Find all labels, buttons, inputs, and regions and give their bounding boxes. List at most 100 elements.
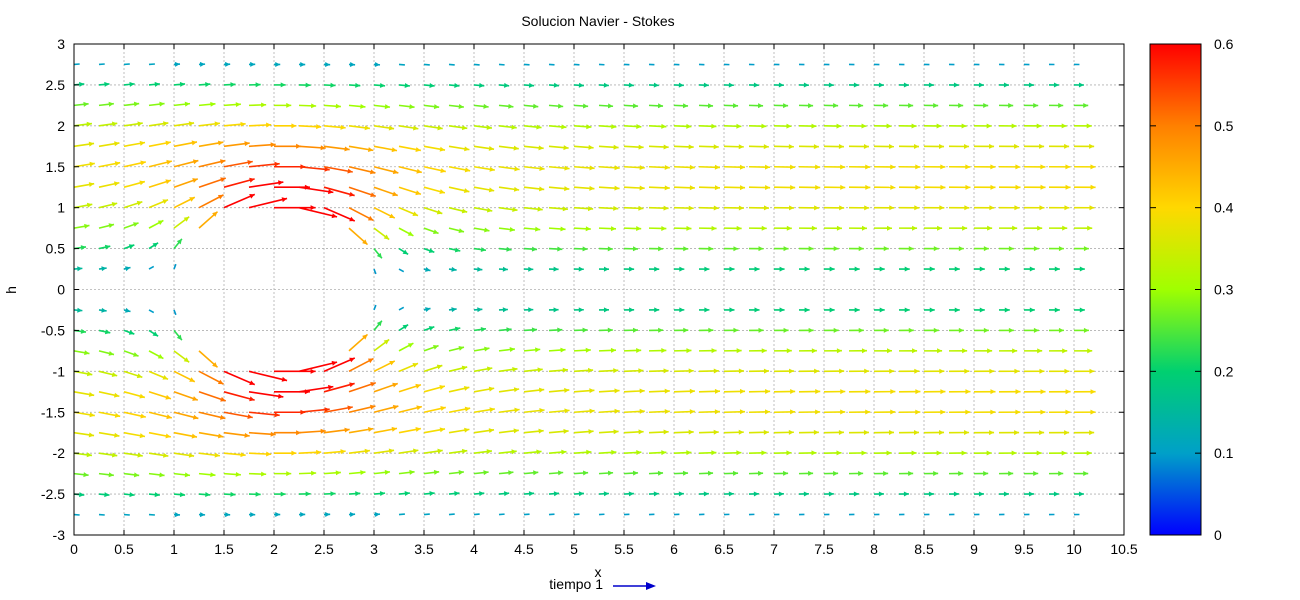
vector-arrow-head xyxy=(890,184,896,190)
vector-arrow-head xyxy=(165,179,171,185)
x-tick-label: 7 xyxy=(770,541,778,557)
vector-arrow-head xyxy=(929,307,935,313)
vector-arrow-head xyxy=(863,144,869,150)
vector-arrow-head xyxy=(1004,266,1010,272)
vector-arrow-head xyxy=(803,82,809,88)
vector-arrow-head xyxy=(653,491,659,497)
vector-arrow-head xyxy=(479,82,485,88)
vector-arrow xyxy=(298,408,330,414)
vector-arrow-head xyxy=(367,215,374,221)
vector-arrow-head xyxy=(585,226,591,232)
vector-arrow-head xyxy=(765,388,771,394)
vector-arrow-head xyxy=(811,348,817,354)
vector-arrow-head xyxy=(330,82,336,88)
vector-arrow-head xyxy=(325,511,331,517)
vector-arrow-head xyxy=(863,429,869,435)
vector-arrow-head xyxy=(464,167,471,173)
vector-arrow-head xyxy=(965,184,971,190)
vector-arrow-head xyxy=(128,244,135,249)
vector-arrow-head xyxy=(589,388,595,394)
vector-arrow-head xyxy=(686,225,692,231)
vector-arrow-head xyxy=(786,348,792,354)
y-tick-label: 1.5 xyxy=(46,159,66,175)
vector-arrow-head xyxy=(220,177,226,183)
vector-arrow-head xyxy=(778,82,784,88)
vector-arrow-head xyxy=(133,101,140,107)
vector-arrow-head xyxy=(840,389,846,395)
vector-arrow-head xyxy=(914,368,920,374)
vector-arrow-head xyxy=(376,252,382,259)
vector-arrow-head xyxy=(108,101,114,107)
vector-arrow-head xyxy=(166,159,172,165)
vector-arrow-head xyxy=(192,178,198,183)
vector-arrow-head xyxy=(663,368,669,374)
vector-arrow-head xyxy=(628,491,634,497)
vector-arrow-head xyxy=(732,103,739,109)
vector-arrow-head xyxy=(658,246,664,252)
vector-arrow-head xyxy=(613,205,619,211)
vector-arrow-head xyxy=(483,103,489,109)
vector-arrow xyxy=(248,391,284,398)
vector-arrow-head xyxy=(937,225,943,231)
vector-arrow-head xyxy=(407,231,414,236)
vector-arrow-head xyxy=(629,266,635,272)
vector-arrow-head xyxy=(1040,389,1046,395)
vector-arrow-head xyxy=(704,266,710,272)
vector-arrow-head xyxy=(362,239,368,245)
vector-arrow-head xyxy=(514,407,520,413)
vector-arrow-head xyxy=(753,82,759,88)
vector-arrow-head xyxy=(928,491,934,497)
vector-arrow-head xyxy=(783,246,789,252)
vector-arrow-head xyxy=(477,266,483,272)
vector-arrow-head xyxy=(883,103,889,109)
vector-arrow-head xyxy=(886,123,892,129)
vector-arrow-head xyxy=(553,266,559,272)
vector-arrow-head xyxy=(928,82,934,88)
vector-arrow-head xyxy=(763,368,769,374)
vector-arrow-head xyxy=(865,164,871,170)
vector-arrow-head xyxy=(464,406,471,412)
x-tick-label: 7.5 xyxy=(814,541,834,557)
vector-arrow-head xyxy=(464,427,470,433)
vector-arrow-head xyxy=(330,491,336,497)
vector-arrow-head xyxy=(804,266,810,272)
vector-arrow-head xyxy=(77,266,83,272)
vector-arrow-head xyxy=(761,225,767,231)
vector-arrow-head xyxy=(689,409,695,415)
vector-arrow-head xyxy=(217,379,224,385)
vector-arrow-head xyxy=(878,491,884,497)
vector-arrow-head xyxy=(707,103,714,109)
vector-arrow-head xyxy=(409,469,415,475)
vector-arrow-head xyxy=(1083,102,1089,108)
vector-arrow-head xyxy=(636,226,642,232)
vector-arrow-head xyxy=(212,211,218,217)
vector-arrow-head xyxy=(139,433,146,439)
vector-arrow-head xyxy=(865,409,871,415)
vector-arrow-head xyxy=(764,164,771,170)
vector-arrow-head xyxy=(1012,225,1018,231)
vector-arrow-head xyxy=(889,368,895,374)
y-tick-label: 2.5 xyxy=(46,77,66,93)
vector-arrow-head xyxy=(217,140,224,146)
vector-arrow-head xyxy=(1058,471,1064,477)
vector-arrow-head xyxy=(628,82,634,88)
vector-arrow-head xyxy=(1039,143,1045,149)
vector-arrow-head xyxy=(486,366,493,372)
vector-arrow-head xyxy=(636,124,642,130)
vector-arrow-head xyxy=(210,101,216,107)
vector-arrow xyxy=(148,265,155,270)
vector-arrow-head xyxy=(349,62,356,68)
vector-arrow-head xyxy=(407,343,414,348)
vector-arrow-head xyxy=(1064,368,1070,374)
vector-arrow-head xyxy=(811,123,817,129)
vector-arrow-head xyxy=(84,350,90,356)
vector-arrow-head xyxy=(1003,82,1009,88)
y-tick-label: -1 xyxy=(53,363,66,379)
vector-arrow xyxy=(248,411,280,417)
vector-arrow-head xyxy=(176,334,182,341)
x-tick-label: 8 xyxy=(870,541,878,557)
vector-arrow-head xyxy=(886,348,893,354)
vector-arrow-head xyxy=(364,125,370,131)
grid-lines xyxy=(73,43,1125,536)
vector-arrow-head xyxy=(933,327,939,333)
